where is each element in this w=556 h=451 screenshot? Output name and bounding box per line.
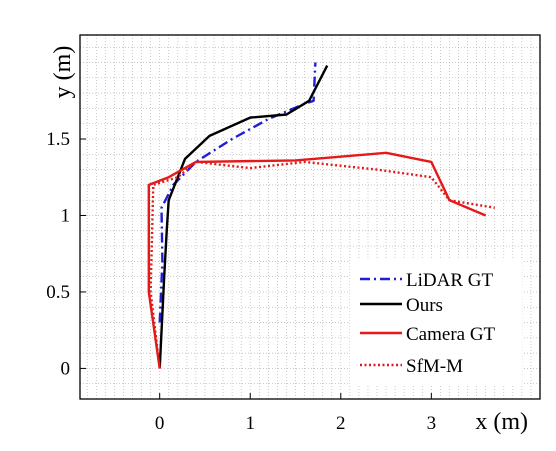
- x-tick-label: 1: [245, 413, 255, 434]
- legend-label-lidar: LiDAR GT: [406, 270, 493, 291]
- x-tick-label: 0: [155, 413, 165, 434]
- series-lines: [147, 62, 495, 369]
- y-tick-label: 0: [61, 358, 71, 379]
- series-line-ours: [158, 65, 329, 369]
- y-tick-label: 0.5: [46, 282, 70, 303]
- series-line-camera-gt: [147, 151, 487, 369]
- series-line-lidar-gt: [158, 62, 317, 323]
- x-tick-label: 3: [427, 413, 437, 434]
- x-tick-label: 2: [336, 413, 346, 434]
- y-tick-label: 1.5: [46, 129, 70, 150]
- y-tick-label: 1: [61, 205, 71, 226]
- series-line-sfm-m: [149, 160, 495, 369]
- plot-frame: [79, 34, 541, 400]
- x-axis-label: x (m): [475, 409, 528, 435]
- axis-ticks: 0 1 2 3 0 0.5 1 1.5: [46, 129, 436, 434]
- legend-label-sfm: SfM-M: [406, 356, 463, 377]
- legend-label-camera: Camera GT: [406, 324, 496, 345]
- legend: LiDAR GT Ours Camera GT SfM-M: [350, 258, 522, 386]
- legend-label-ours: Ours: [406, 295, 443, 316]
- y-axis-label: y (m): [50, 46, 76, 99]
